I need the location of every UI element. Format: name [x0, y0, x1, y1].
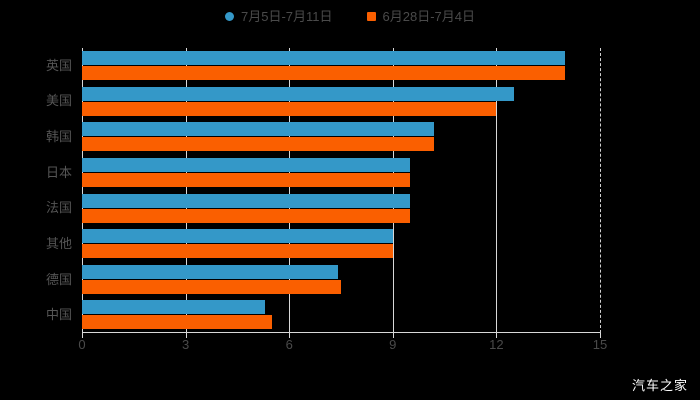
- watermark: 汽车之家: [631, 378, 688, 393]
- bar[interactable]: [82, 193, 411, 208]
- bar[interactable]: [82, 300, 266, 315]
- bar[interactable]: [82, 157, 411, 172]
- bar[interactable]: [82, 244, 393, 259]
- legend-marker-circle-icon: [225, 12, 234, 21]
- x-axis-tick-mark: [392, 333, 394, 338]
- bar-group: [82, 191, 600, 227]
- x-axis-tick-label: 3: [181, 337, 190, 352]
- y-axis-label: 其他: [45, 235, 72, 251]
- x-axis-tick-mark: [185, 333, 187, 338]
- bar[interactable]: [82, 279, 341, 294]
- y-axis-label: 英国: [45, 57, 72, 73]
- bar-group: [82, 262, 600, 298]
- gridline: [82, 48, 83, 333]
- bar[interactable]: [82, 137, 435, 152]
- x-axis-tick-mark: [496, 333, 498, 338]
- x-axis-tick-label: 9: [389, 337, 397, 352]
- y-axis-label: 美国: [45, 93, 72, 109]
- bar[interactable]: [82, 172, 411, 187]
- bar[interactable]: [82, 264, 338, 279]
- legend-entry[interactable]: 7月5日-7月11日: [225, 10, 333, 23]
- bar[interactable]: [82, 66, 566, 80]
- x-axis-tick-label: 0: [78, 337, 86, 352]
- bar-group: [82, 119, 600, 155]
- gridline: [392, 48, 394, 333]
- y-axis-label: 日本: [45, 164, 72, 180]
- gridline: [600, 48, 602, 333]
- bar-group: [82, 226, 600, 262]
- bar-group: [82, 84, 600, 120]
- bar[interactable]: [82, 208, 411, 223]
- x-axis-tick-mark: [289, 333, 291, 338]
- gridline: [289, 48, 291, 333]
- bar-group: [82, 155, 600, 191]
- y-axis-label: 法国: [45, 200, 72, 216]
- gridline: [496, 48, 498, 333]
- y-axis-label: 中国: [45, 307, 72, 323]
- bar[interactable]: [82, 51, 566, 65]
- legend-entry[interactable]: 6月28日-7月4日: [366, 9, 475, 24]
- bar-group: [82, 48, 600, 84]
- x-axis-tick-label: 6: [285, 337, 293, 352]
- y-axis-label: 德国: [45, 271, 72, 287]
- bar[interactable]: [82, 315, 272, 330]
- x-axis-line: [82, 332, 600, 333]
- x-axis-tick-labels: 0 3 6 9 12 15: [78, 333, 607, 358]
- x-axis-tick-mark: [600, 333, 601, 338]
- legend-marker-square-icon: [366, 12, 376, 21]
- x-axis-tick-label: 15: [592, 337, 608, 352]
- bar[interactable]: [82, 122, 435, 137]
- bar[interactable]: [82, 229, 393, 244]
- legend-label: 7月5日-7月11日: [241, 9, 333, 24]
- legend-label: 6月28日-7月4日: [382, 9, 475, 24]
- x-axis-tick-mark: [82, 333, 83, 338]
- y-axis-category-labels: 英国美国韩国日本法国其他德国中国: [0, 48, 72, 333]
- y-axis-label: 韩国: [45, 129, 72, 145]
- x-axis-tick-label: 12: [489, 337, 504, 352]
- plot-area: [82, 48, 602, 333]
- bar[interactable]: [82, 101, 497, 116]
- bar[interactable]: [82, 86, 514, 101]
- gridline: [185, 48, 187, 333]
- bar-group: [82, 297, 600, 333]
- chart-legend: 7月5日-7月11日 6月28日-7月4日: [0, 10, 700, 23]
